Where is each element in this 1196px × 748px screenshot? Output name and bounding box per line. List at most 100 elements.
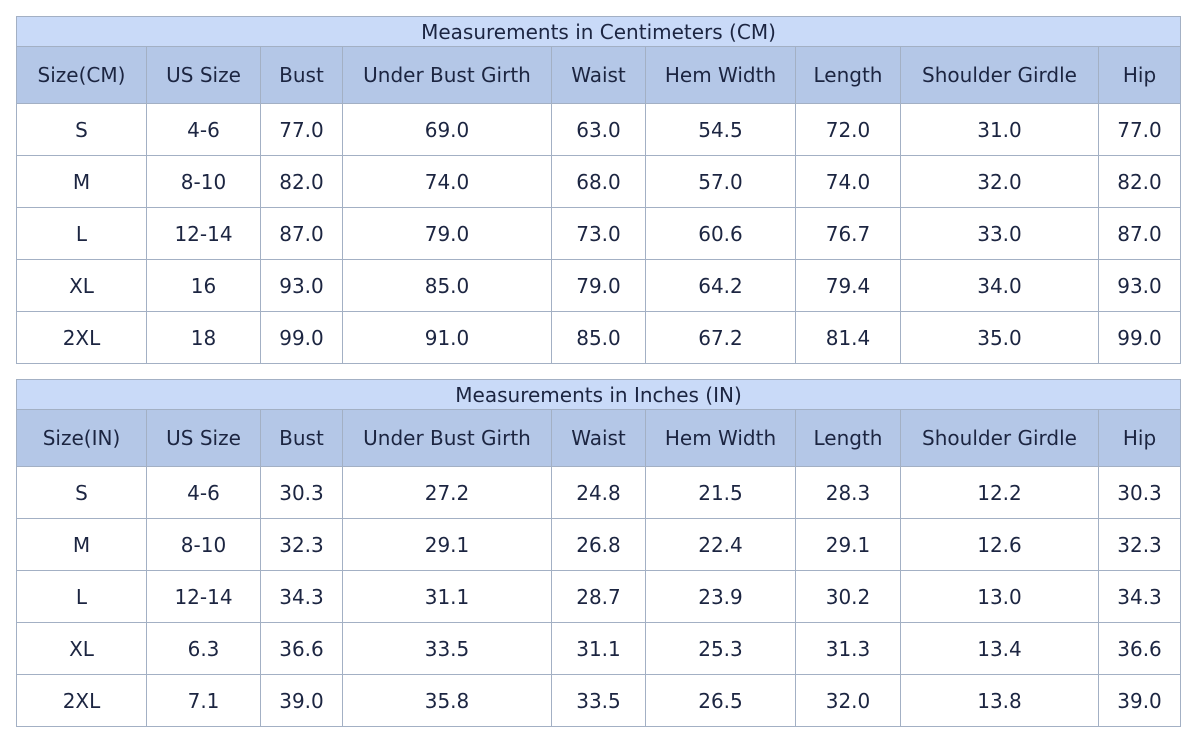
column-header: Bust — [260, 46, 343, 104]
table-cell: 73.0 — [551, 207, 646, 260]
size-table: Measurements in Inches (IN) Size(IN) US Si… — [15, 379, 1182, 727]
table-cell: 4-6 — [146, 103, 261, 156]
column-header: Length — [795, 409, 901, 467]
table-cell: S — [16, 466, 147, 519]
table-cell: 30.3 — [260, 466, 343, 519]
table-cell: 87.0 — [260, 207, 343, 260]
table-cell: 69.0 — [342, 103, 552, 156]
table-cell: 26.8 — [551, 518, 646, 571]
table-cell: 33.0 — [900, 207, 1099, 260]
table-cell: 32.3 — [260, 518, 343, 571]
table-cell: 30.3 — [1097, 466, 1182, 519]
table-cell: 2XL — [16, 311, 147, 364]
data-row: S 4-6 30.3 27.2 24.8 21.5 28.3 12.2 30.3 — [16, 466, 1182, 519]
table-cell: 99.0 — [1098, 311, 1181, 364]
table-cell: 35.8 — [342, 674, 552, 727]
column-header: Hem Width — [645, 46, 796, 104]
column-header: Size(IN) — [16, 409, 147, 467]
table-cell: 87.0 — [1098, 207, 1181, 260]
size-table: Measurements in Centimeters (CM) Size(CM)… — [16, 16, 1181, 364]
table-cell: 39.0 — [260, 674, 343, 727]
table-title: Measurements in Inches (IN) — [15, 379, 1182, 410]
table-cell: 31.0 — [900, 103, 1099, 156]
table-cell: 27.2 — [342, 466, 552, 519]
table-cell: 18 — [146, 311, 261, 364]
table-cell: 32.0 — [900, 155, 1099, 208]
table-cell: 32.3 — [1097, 518, 1182, 571]
table-cell: 13.4 — [900, 622, 1099, 675]
column-header: Hip — [1097, 409, 1182, 467]
data-row: S 4-6 77.0 69.0 63.0 54.5 72.0 31.0 77.0 — [16, 103, 1181, 156]
table-cell: 60.6 — [645, 207, 796, 260]
table-cell: 12-14 — [146, 570, 261, 623]
data-row: L 12-14 34.3 31.1 28.7 23.9 30.2 13.0 34.3 — [16, 570, 1182, 623]
table-cell: S — [16, 103, 147, 156]
table-cell: 85.0 — [551, 311, 646, 364]
data-row: 2XL 7.1 39.0 35.8 33.5 26.5 32.0 13.8 39.0 — [16, 674, 1182, 727]
table-cell: 30.2 — [795, 570, 901, 623]
table-cell: 31.1 — [551, 622, 646, 675]
table-cell: 82.0 — [1098, 155, 1181, 208]
table-cell: M — [16, 155, 147, 208]
table-cell: 36.6 — [260, 622, 343, 675]
column-header: Length — [795, 46, 901, 104]
column-header: Under Bust Girth — [342, 409, 552, 467]
column-header: Hip — [1098, 46, 1181, 104]
table-cell: 77.0 — [260, 103, 343, 156]
table-cell: 23.9 — [645, 570, 796, 623]
table-cell: 28.7 — [551, 570, 646, 623]
table-cell: 32.0 — [795, 674, 901, 727]
table-cell: 25.3 — [645, 622, 796, 675]
column-header: Waist — [551, 46, 646, 104]
table-cell: XL — [16, 622, 147, 675]
column-header: US Size — [146, 46, 261, 104]
data-row: L 12-14 87.0 79.0 73.0 60.6 76.7 33.0 87.0 — [16, 207, 1181, 260]
column-header: Waist — [551, 409, 646, 467]
data-row: XL 6.3 36.6 33.5 31.1 25.3 31.3 13.4 36.6 — [16, 622, 1182, 675]
table-cell: 34.3 — [1097, 570, 1182, 623]
column-header: Size(CM) — [16, 46, 147, 104]
title-row: Measurements in Centimeters (CM) — [16, 16, 1181, 47]
table-cell: 74.0 — [795, 155, 901, 208]
table-cell: 6.3 — [146, 622, 261, 675]
table-cell: 21.5 — [645, 466, 796, 519]
table-cell: 16 — [146, 259, 261, 312]
column-header: Bust — [260, 409, 343, 467]
header-row: Size(IN) US Size Bust Under Bust Girth Waist… — [16, 409, 1182, 467]
table-cell: XL — [16, 259, 147, 312]
table-cell: 7.1 — [146, 674, 261, 727]
table-cell: 29.1 — [342, 518, 552, 571]
table-cell: 93.0 — [260, 259, 343, 312]
table-cell: 79.4 — [795, 259, 901, 312]
table-cell: 31.3 — [795, 622, 901, 675]
table-cell: 22.4 — [645, 518, 796, 571]
table-cell: L — [16, 207, 147, 260]
data-row: M 8-10 32.3 29.1 26.8 22.4 29.1 12.6 32.3 — [16, 518, 1182, 571]
table-cell: 54.5 — [645, 103, 796, 156]
table-cell: 34.3 — [260, 570, 343, 623]
title-row: Measurements in Inches (IN) — [15, 379, 1182, 410]
table-title: Measurements in Centimeters (CM) — [16, 16, 1181, 47]
table-cell: 85.0 — [342, 259, 552, 312]
data-row: XL 16 93.0 85.0 79.0 64.2 79.4 34.0 93.0 — [16, 259, 1181, 312]
table-cell: 79.0 — [551, 259, 646, 312]
table-cell: 29.1 — [795, 518, 901, 571]
table-cell: 91.0 — [342, 311, 552, 364]
column-header: Shoulder Girdle — [900, 409, 1099, 467]
column-header: Shoulder Girdle — [900, 46, 1099, 104]
table-cell: 63.0 — [551, 103, 646, 156]
table-cell: 39.0 — [1097, 674, 1182, 727]
table-cell: M — [16, 518, 147, 571]
table-cell: 8-10 — [146, 518, 261, 571]
column-header: Under Bust Girth — [342, 46, 552, 104]
table-cell: 8-10 — [146, 155, 261, 208]
table-cell: 26.5 — [645, 674, 796, 727]
table-cell: L — [16, 570, 147, 623]
table-cell: 12.6 — [900, 518, 1099, 571]
table-cell: 64.2 — [645, 259, 796, 312]
table-cell: 12.2 — [900, 466, 1099, 519]
table-cell: 33.5 — [551, 674, 646, 727]
table-cell: 34.0 — [900, 259, 1099, 312]
table-cell: 72.0 — [795, 103, 901, 156]
